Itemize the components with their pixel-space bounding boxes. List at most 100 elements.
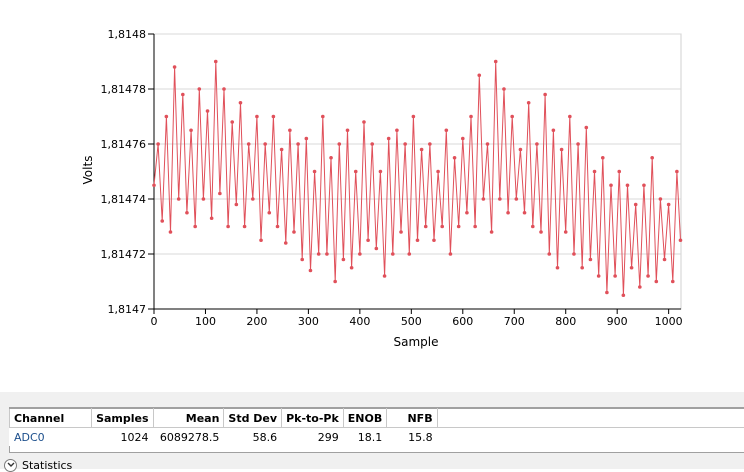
data-point: [605, 290, 609, 295]
x-tick-label: 800: [555, 315, 576, 328]
data-point: [456, 224, 461, 229]
y-tick-label: 1,8147: [108, 303, 147, 316]
column-header-mean[interactable]: Mean: [152, 408, 225, 428]
data-point: [502, 87, 506, 91]
y-tick-label: 1,81474: [101, 193, 147, 206]
data-point: [592, 169, 597, 174]
series-line: [153, 61, 681, 296]
data-point: [222, 87, 226, 91]
data-point: [279, 147, 284, 152]
column-header-std-dev[interactable]: Std Dev: [223, 408, 283, 428]
data-point: [646, 274, 650, 278]
data-point: [642, 183, 646, 188]
data-point: [345, 128, 350, 133]
cell-mean: 6089278.5: [152, 427, 225, 446]
statistics-toggle[interactable]: Statistics: [4, 458, 72, 472]
data-point: [510, 114, 514, 119]
y-tick-label: 1,81472: [101, 248, 147, 261]
data-point: [193, 224, 197, 229]
data-point: [296, 142, 300, 146]
data-point: [633, 202, 638, 207]
data-point: [563, 230, 568, 234]
x-tick-label: 700: [504, 315, 525, 328]
statistics-label: Statistics: [22, 458, 73, 472]
data-point: [362, 120, 366, 124]
data-point: [407, 252, 412, 256]
data-point: [370, 142, 375, 146]
data-point: [329, 155, 333, 160]
data-point: [629, 265, 634, 270]
data-point: [288, 128, 292, 133]
data-point: [675, 169, 679, 174]
data-point: [172, 65, 177, 69]
data-point: [568, 114, 572, 119]
data-point: [283, 241, 288, 245]
data-point: [349, 265, 354, 270]
data-point: [613, 274, 617, 278]
x-tick-label: 200: [246, 315, 267, 328]
data-point: [337, 142, 342, 146]
data-point: [378, 169, 383, 174]
y-tick-label: 1,81476: [101, 138, 147, 151]
data-point: [609, 183, 613, 188]
statistics-table: Channel Samples Mean Std Dev Pk-to-Pk EN…: [8, 408, 744, 446]
y-tick-label: 1,8148: [108, 28, 147, 41]
data-point: [246, 142, 251, 146]
data-point: [333, 279, 337, 284]
data-point: [658, 197, 663, 201]
data-point: [218, 191, 222, 196]
table-row[interactable]: ADC0 1024 6089278.5 58.6 299 18.1 15.8: [8, 427, 744, 446]
data-point: [588, 257, 593, 262]
cell-pk-to-pk: 299: [281, 427, 344, 446]
data-point: [271, 114, 276, 119]
data-point: [234, 202, 239, 207]
data-point: [518, 147, 523, 152]
data-point: [580, 265, 584, 270]
data-point: [374, 246, 379, 251]
data-point: [465, 210, 469, 215]
data-point: [547, 252, 552, 256]
data-point: [189, 128, 193, 133]
data-point: [238, 100, 243, 105]
column-header-enob[interactable]: ENOB: [342, 408, 388, 428]
chevron-down-icon: [4, 458, 17, 472]
data-point: [321, 114, 325, 119]
y-axis-title: Volts: [81, 156, 95, 185]
data-point: [255, 114, 259, 119]
data-point: [164, 114, 169, 119]
data-point: [201, 197, 206, 201]
data-point: [638, 285, 642, 289]
data-point: [440, 224, 445, 229]
data-point: [428, 142, 432, 146]
data-point: [395, 128, 399, 133]
data-point: [621, 293, 626, 298]
data-point: [493, 59, 498, 64]
data-point: [666, 202, 671, 207]
x-axis-title: Sample: [394, 335, 439, 349]
data-point: [366, 238, 370, 243]
cell-enob: 18.1: [342, 427, 388, 446]
data-point: [156, 142, 160, 146]
data-point: [469, 114, 473, 119]
data-point: [300, 257, 305, 262]
data-point: [316, 252, 321, 256]
column-header-samples[interactable]: Samples: [91, 408, 154, 428]
data-point: [152, 183, 156, 188]
data-point: [292, 230, 296, 234]
column-header-pk-to-pk[interactable]: Pk-to-Pk: [281, 408, 344, 428]
data-point: [473, 224, 477, 229]
data-point: [535, 142, 539, 146]
data-point: [485, 142, 490, 146]
data-point: [555, 265, 560, 270]
data-point: [197, 87, 202, 91]
data-point: [251, 197, 255, 201]
column-header-nfb[interactable]: NFB: [386, 408, 438, 428]
data-point: [205, 109, 210, 113]
x-tick-label: 600: [452, 315, 473, 328]
data-point: [209, 216, 214, 221]
data-point: [390, 252, 395, 256]
data-point: [670, 279, 675, 284]
data-point: [160, 219, 165, 223]
column-header-channel[interactable]: Channel: [8, 408, 93, 428]
data-point: [275, 224, 280, 229]
